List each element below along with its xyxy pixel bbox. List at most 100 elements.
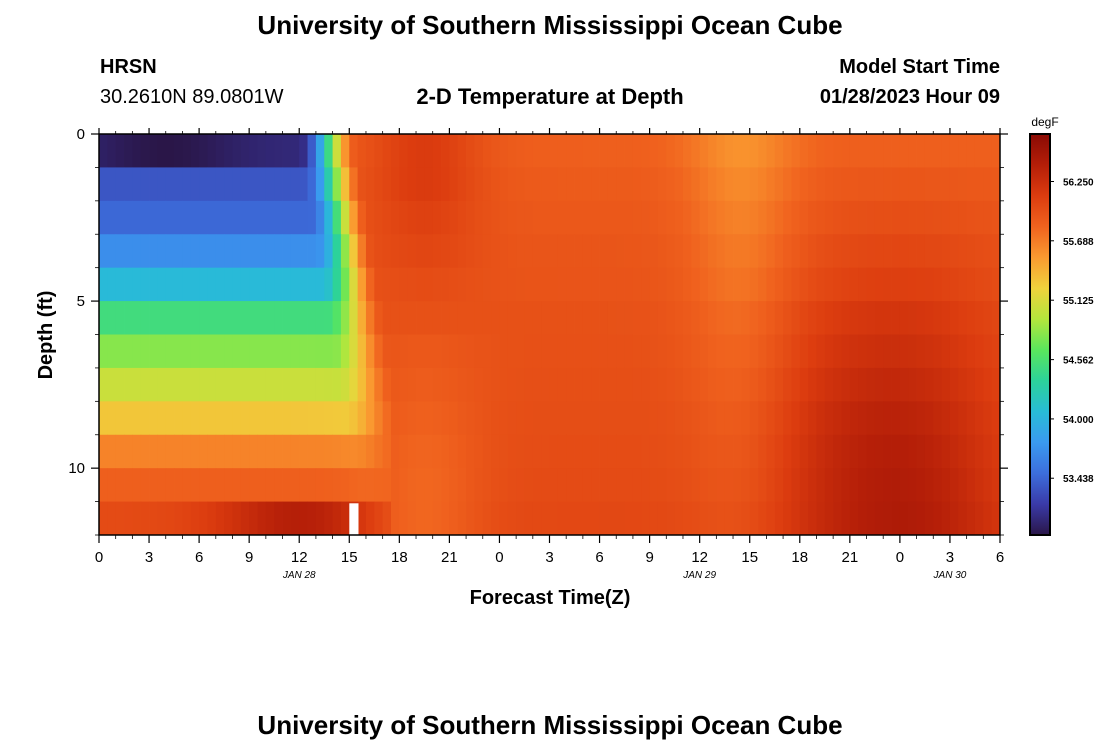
heatmap-cell	[157, 501, 167, 536]
heatmap-cell	[883, 234, 892, 269]
heatmap-cell	[799, 367, 809, 402]
heatmap-cell	[624, 134, 634, 168]
heatmap-cell	[966, 434, 976, 469]
heatmap-cell	[783, 468, 792, 502]
heatmap-cell	[232, 200, 242, 235]
heatmap-cell	[833, 334, 842, 369]
heatmap-cell	[499, 434, 509, 469]
heatmap-cell	[157, 200, 167, 235]
heatmap-cell	[207, 401, 217, 436]
heatmap-cell	[891, 134, 901, 168]
heatmap-cell	[833, 367, 842, 402]
heatmap-cell	[549, 501, 559, 536]
heatmap-cell	[441, 334, 450, 369]
heatmap-cell	[974, 301, 984, 335]
heatmap-cell	[858, 134, 867, 168]
heatmap-cell	[632, 468, 642, 502]
heatmap-cell	[824, 200, 834, 235]
heatmap-cell	[324, 267, 333, 302]
heatmap-cell	[991, 134, 1001, 168]
heatmap-cell	[249, 468, 258, 502]
heatmap-cell	[691, 267, 701, 302]
heatmap-cell	[916, 200, 926, 235]
heatmap-cell	[215, 434, 225, 469]
heatmap-cell	[365, 434, 375, 469]
heatmap-cell	[566, 301, 575, 335]
heatmap-cell	[307, 401, 317, 436]
heatmap-cell	[899, 234, 909, 269]
heatmap-cell	[849, 401, 859, 436]
heatmap-cell	[783, 200, 792, 235]
heatmap-cell	[833, 501, 842, 536]
heatmap-cell	[282, 468, 292, 502]
heatmap-cell	[958, 401, 968, 436]
heatmap-cell	[232, 301, 242, 335]
heatmap-cell	[107, 167, 117, 202]
heatmap-cell	[516, 367, 525, 402]
heatmap-cell	[315, 167, 325, 202]
heatmap-cell	[758, 301, 767, 335]
heatmap-cell	[299, 401, 308, 436]
heatmap-cell	[908, 367, 917, 402]
heatmap-cell	[682, 334, 692, 369]
heatmap-cell	[149, 234, 158, 269]
heatmap-cell	[958, 434, 968, 469]
heatmap-cell	[616, 200, 625, 235]
heatmap-cell	[290, 401, 300, 436]
heatmap-cell	[883, 468, 892, 502]
heatmap-cell	[424, 468, 434, 502]
heatmap-cell	[332, 468, 342, 502]
heatmap-cell	[574, 167, 584, 202]
heatmap-cell	[299, 134, 308, 168]
heatmap-cell	[841, 301, 851, 335]
heatmap-cell	[174, 434, 183, 469]
heatmap-cell	[666, 134, 676, 168]
heatmap-cell	[357, 267, 367, 302]
heatmap-cell	[265, 334, 275, 369]
heatmap-cell	[983, 200, 993, 235]
model-start-label: Model Start Time	[839, 56, 1000, 78]
heatmap-cell	[441, 434, 450, 469]
heatmap-cell	[257, 401, 267, 436]
heatmap-cell	[140, 334, 150, 369]
heatmap-cell	[265, 501, 275, 536]
heatmap-cell	[516, 434, 525, 469]
heatmap-cell	[449, 434, 459, 469]
heatmap-cell	[457, 301, 467, 335]
heatmap-cell	[574, 334, 584, 369]
heatmap-cell	[991, 367, 1001, 402]
heatmap-cell	[157, 334, 167, 369]
heatmap-cell	[799, 468, 809, 502]
heatmap-cell	[591, 167, 600, 202]
colorbar-tick-label: 53.438	[1063, 474, 1094, 485]
heatmap-cell	[482, 134, 492, 168]
heatmap-cell	[299, 367, 308, 402]
heatmap-cell	[532, 301, 542, 335]
heatmap-cell	[524, 134, 534, 168]
heatmap-cell	[574, 367, 584, 402]
heatmap-cell	[99, 401, 108, 436]
heatmap-cell	[624, 301, 634, 335]
heatmap-cell	[641, 267, 651, 302]
heatmap-cell	[274, 434, 283, 469]
heatmap-cell	[524, 367, 534, 402]
heatmap-cell	[466, 334, 475, 369]
heatmap-cell	[916, 434, 926, 469]
heatmap-cell	[574, 468, 584, 502]
heatmap-cell	[749, 501, 759, 536]
heatmap-cell	[299, 334, 308, 369]
heatmap-cell	[307, 434, 317, 469]
heatmap-cell	[424, 501, 434, 536]
heatmap-cell	[182, 167, 192, 202]
heatmap-cell	[474, 334, 484, 369]
heatmap-cell	[699, 434, 709, 469]
heatmap-cell	[657, 134, 667, 168]
heatmap-cell	[607, 234, 617, 269]
heatmap-cell	[240, 367, 250, 402]
heatmap-cell	[799, 134, 809, 168]
heatmap-cell	[933, 234, 942, 269]
heatmap-cell	[557, 434, 567, 469]
heatmap-cell	[190, 267, 200, 302]
heatmap-cell	[357, 334, 367, 369]
heatmap-cell	[774, 234, 784, 269]
